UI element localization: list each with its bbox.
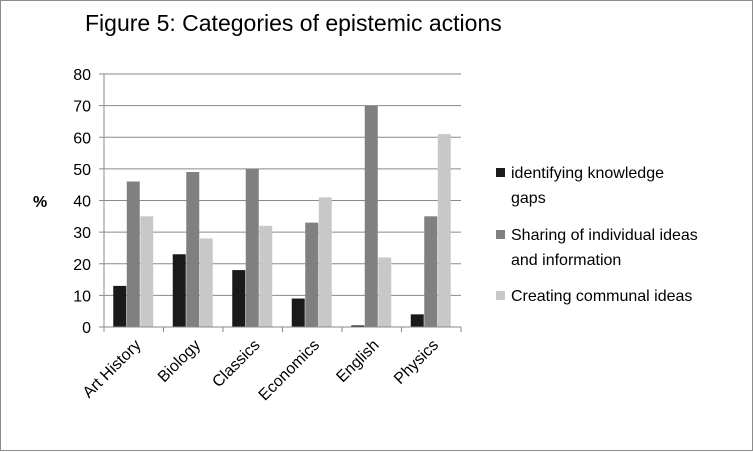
- bar: [186, 172, 200, 327]
- legend-swatch: [496, 168, 505, 177]
- y-tick-label: 70: [73, 99, 91, 116]
- bar: [291, 298, 305, 327]
- x-tick-label: Physics: [391, 337, 442, 388]
- y-tick-label: 0: [82, 320, 91, 337]
- bar: [351, 325, 365, 327]
- x-tick-label: Economics: [256, 337, 323, 404]
- bar: [410, 314, 424, 327]
- legend: identifying knowledge gaps Sharing of indi…: [496, 165, 698, 305]
- bars: [113, 105, 451, 327]
- y-tick-label: 30: [73, 225, 91, 242]
- y-tick-label: 50: [73, 162, 91, 179]
- bar: [245, 168, 259, 327]
- bar: [113, 285, 127, 327]
- legend-label: Sharing of individual ideas: [511, 227, 698, 244]
- legend-swatch: [496, 291, 505, 300]
- bar: [199, 238, 213, 327]
- bar: [424, 216, 438, 327]
- bar: [305, 222, 319, 327]
- bar: [259, 225, 273, 327]
- bar: [232, 270, 246, 327]
- y-tick-labels: 0 10 20 30 40 50 60 70 80: [73, 67, 91, 337]
- bar: [172, 254, 186, 327]
- bar: [140, 216, 154, 327]
- chart-title: Figure 5: Categories of epistemic action…: [85, 10, 502, 36]
- y-tick-label: 80: [73, 67, 91, 84]
- legend-label: Creating communal ideas: [511, 288, 692, 305]
- y-tick-label: 10: [73, 288, 91, 305]
- y-tick-label: 40: [73, 194, 91, 211]
- legend-label: gaps: [511, 190, 546, 207]
- bar: [364, 105, 378, 327]
- x-tick-label: Art History: [80, 337, 145, 402]
- bar: [318, 197, 332, 327]
- bar: [378, 257, 392, 327]
- y-tick-label: 60: [73, 130, 91, 147]
- legend-label: and information: [511, 252, 621, 269]
- x-tick-label: Classics: [209, 337, 263, 391]
- axes: [99, 73, 462, 332]
- legend-label: identifying knowledge: [511, 165, 664, 182]
- bar: [126, 181, 140, 327]
- y-tick-label: 20: [73, 257, 91, 274]
- x-tick-label: English: [333, 337, 382, 386]
- bar: [437, 134, 451, 327]
- x-tick-label: Biology: [155, 337, 204, 386]
- gridlines: [104, 73, 461, 296]
- legend-swatch: [496, 230, 505, 239]
- y-axis-label: %: [33, 194, 47, 211]
